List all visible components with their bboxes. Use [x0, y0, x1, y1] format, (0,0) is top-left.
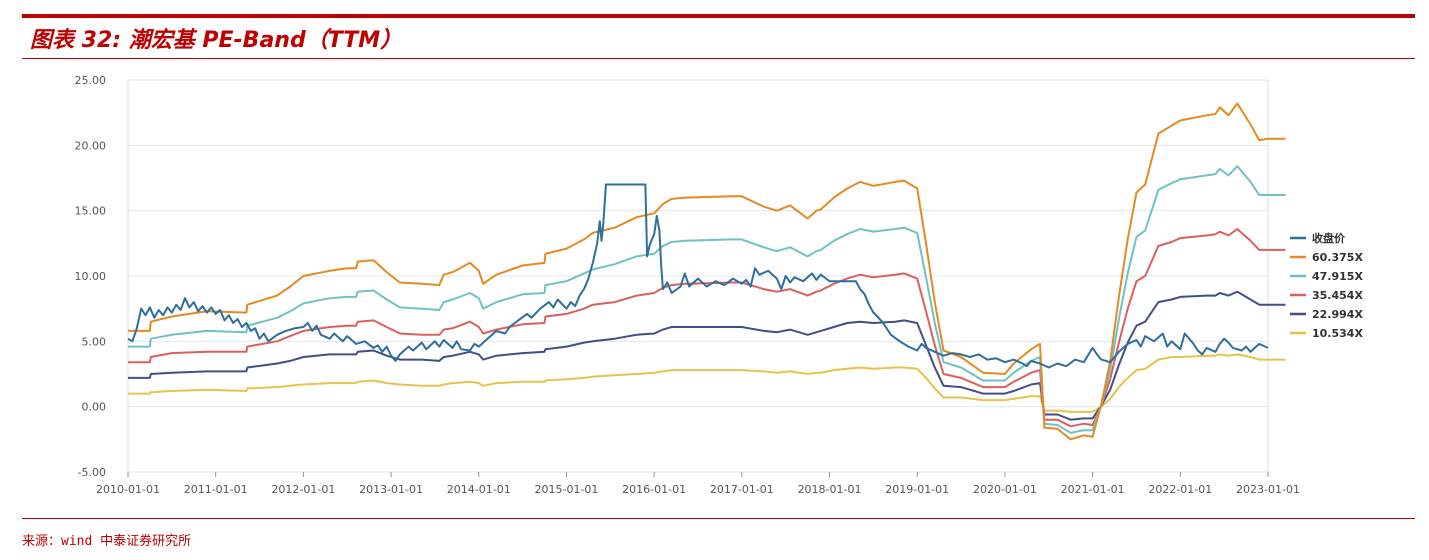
series-line-1: [128, 102, 1286, 441]
y-tick-label: 20.00: [75, 139, 107, 152]
y-axis-ticks: -5.00 0.00 5.00 10.00 15.00 20.00 25.00: [75, 74, 107, 479]
series-line-0: [127, 183, 1269, 369]
figure-title: 图表 32: 潮宏基 PE-Band（TTM）: [30, 28, 403, 53]
series-line-5: [128, 353, 1286, 413]
pe-band-chart: -5.00 0.00 5.00 10.00 15.00 20.00 25.00 2010-0…: [75, 74, 1364, 496]
y-tick-label: 10.00: [75, 270, 107, 283]
x-tick-label: 2011-01-01: [184, 483, 248, 496]
x-tick-label: 2019-01-01: [885, 483, 949, 496]
x-tick-label: 2016-01-01: [622, 483, 686, 496]
legend-label: 收盘价: [1312, 231, 1346, 245]
y-tick-label: 5.00: [82, 335, 107, 348]
y-tick-label: 15.00: [75, 205, 107, 218]
top-rule: [22, 14, 1415, 18]
x-axis-ticks: 2010-01-01 2011-01-01 2012-01-01 2013-01-01…: [96, 472, 1300, 496]
legend: 收盘价 60.375X 47.915X 35.454X 22.994X 10.534X: [1290, 231, 1363, 340]
y-tick-label: 0.00: [82, 401, 107, 414]
x-tick-label: 2018-01-01: [798, 483, 862, 496]
x-tick-label: 2023-01-01: [1236, 483, 1300, 496]
grid: [127, 79, 1269, 473]
legend-label: 60.375X: [1312, 251, 1363, 264]
x-tick-label: 2021-01-01: [1061, 483, 1125, 496]
x-tick-label: 2015-01-01: [534, 483, 598, 496]
y-tick-label: -5.00: [78, 466, 106, 479]
y-tick-label: 25.00: [75, 74, 107, 87]
series-line-3: [128, 228, 1286, 428]
series-line-4: [128, 290, 1286, 421]
legend-label: 35.454X: [1312, 289, 1363, 302]
legend-label: 47.915X: [1312, 270, 1363, 283]
x-tick-label: 2020-01-01: [973, 483, 1037, 496]
x-tick-label: 2014-01-01: [447, 483, 511, 496]
bottom-rule: [22, 518, 1415, 519]
x-tick-label: 2017-01-01: [710, 483, 774, 496]
x-tick-label: 2012-01-01: [271, 483, 335, 496]
title-rule: [22, 58, 1415, 59]
legend-label: 22.994X: [1312, 308, 1363, 321]
x-tick-label: 2022-01-01: [1148, 483, 1212, 496]
series-line-2: [128, 165, 1286, 434]
series-lines: [127, 102, 1286, 441]
x-tick-label: 2010-01-01: [96, 483, 160, 496]
source-note: 来源：wind 中泰证券研究所: [22, 534, 192, 549]
legend-label: 10.534X: [1312, 327, 1363, 340]
x-tick-label: 2013-01-01: [359, 483, 423, 496]
